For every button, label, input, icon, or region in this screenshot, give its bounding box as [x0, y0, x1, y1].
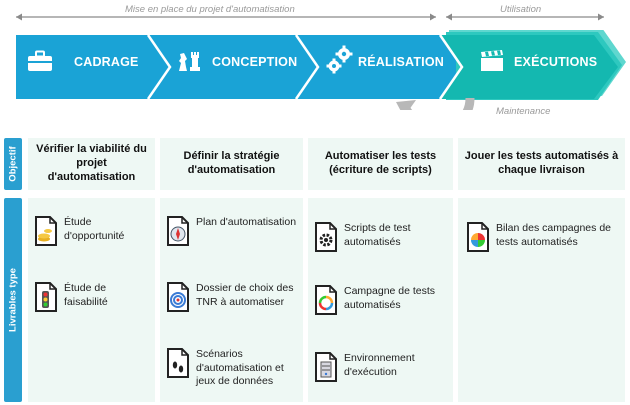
setup-phase-label: Mise en place du projet d'automatisation [125, 4, 295, 15]
target-document-icon [167, 282, 189, 312]
deliverable-item: Plan d'automatisation [166, 216, 300, 246]
phase-timeline [16, 13, 604, 21]
maintenance-label: Maintenance [496, 106, 551, 117]
chess-pieces-icon [179, 52, 200, 71]
objective-executions: Jouer les tests automatisés à chaque liv… [458, 138, 625, 190]
deliverable-item: Étude d'opportunité [34, 216, 152, 246]
coins-document-icon [35, 216, 57, 246]
usage-phase-label: Utilisation [500, 4, 542, 15]
stage-conception: CONCEPTION [212, 55, 298, 69]
gear-document-icon [315, 222, 337, 252]
briefcase-icon [28, 50, 52, 71]
footprints-document-icon [167, 348, 189, 378]
pie-chart-document-icon [467, 222, 489, 252]
stage-banner [16, 30, 626, 110]
deliverable-item: Scénarios d'automatisation et jeux de do… [166, 348, 300, 389]
deliverable-item: Scripts de test automatisés [314, 222, 450, 252]
objective-realisation: Automatiser les tests (écriture de scrip… [308, 138, 453, 190]
gears-icon [326, 45, 353, 74]
stage-realisation: RÉALISATION [358, 55, 444, 69]
traffic-light-document-icon [35, 282, 57, 312]
clapperboard-icon [481, 50, 503, 71]
deliverable-item: Étude de faisabilité [34, 282, 152, 312]
objective-cadrage: Vérifier la viabilité du projet d'automa… [28, 138, 155, 190]
stage-executions: EXÉCUTIONS [514, 55, 598, 69]
deliverable-item: Campagne de tests automatisés [314, 285, 450, 315]
deliverable-item: Bilan des campagnes de tests automatisés [466, 222, 622, 252]
deliverable-item: Dossier de choix des TNR à automatiser [166, 282, 300, 312]
stage-cadrage: CADRAGE [74, 55, 139, 69]
deliverable-item: Environnement d'exécution [314, 352, 450, 382]
deliverables-side-label: Livrables type [4, 198, 22, 402]
compass-document-icon [167, 216, 189, 246]
objective-conception: Définir la stratégie d'automatisation [160, 138, 303, 190]
cycle-document-icon [315, 285, 337, 315]
objective-side-label: Objectif [4, 138, 22, 190]
server-document-icon [315, 352, 337, 382]
